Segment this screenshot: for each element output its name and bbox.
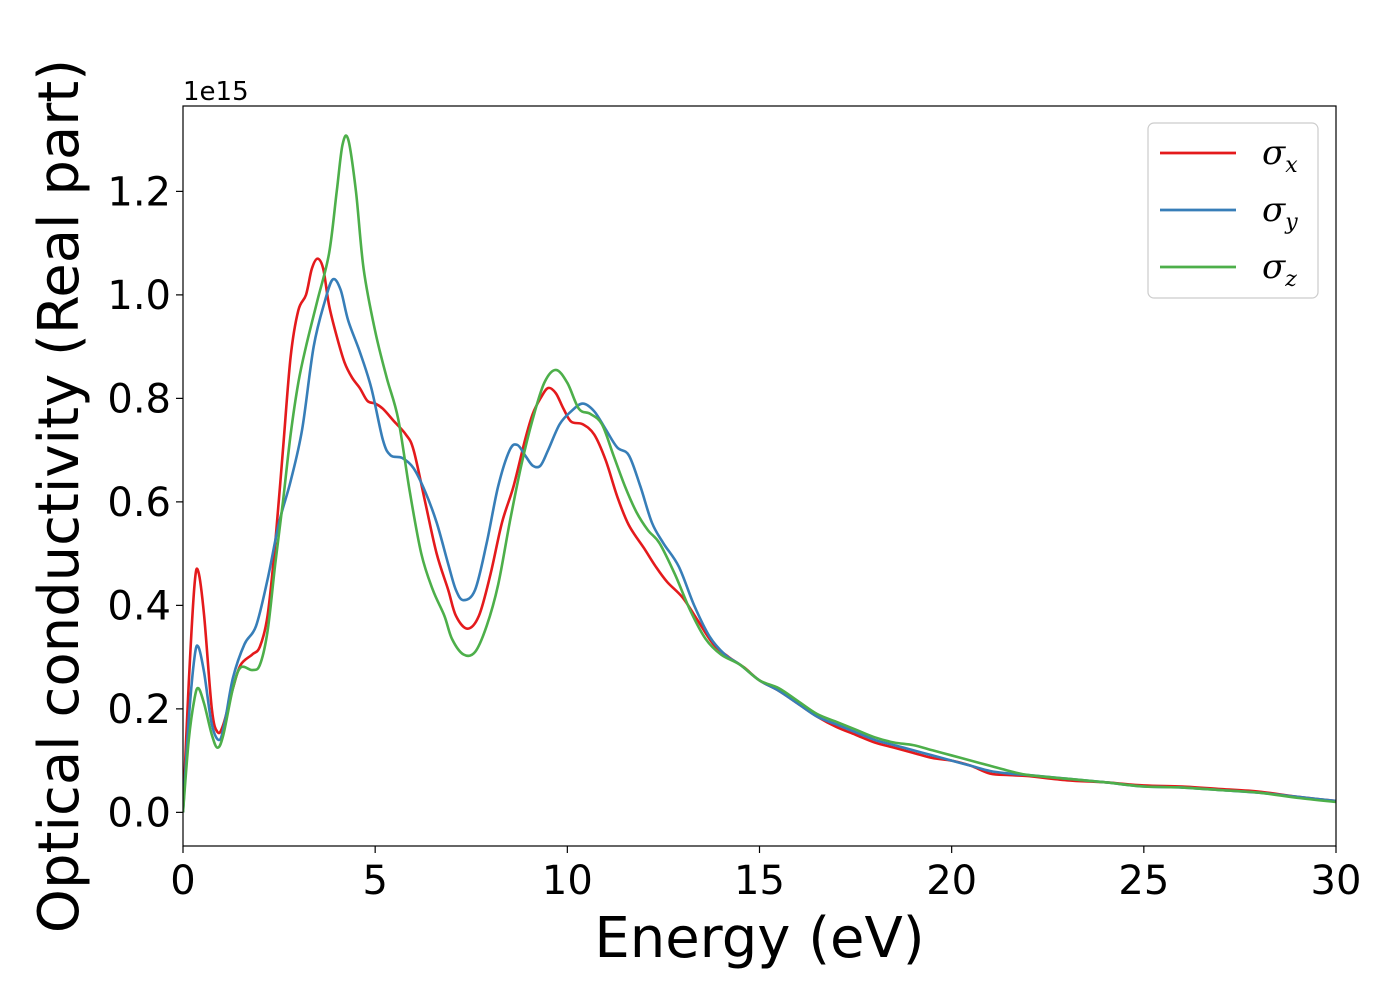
y-tick-label: 0.2 xyxy=(107,687,171,733)
y-tick-label: 0.4 xyxy=(107,583,171,629)
y-tick-label: 0.8 xyxy=(107,376,171,422)
x-tick-label: 15 xyxy=(734,858,785,904)
x-tick-label: 10 xyxy=(542,858,593,904)
y-tick-label: 1.2 xyxy=(107,169,171,215)
legend: σx σy σz xyxy=(1147,122,1319,299)
x-tick-label: 25 xyxy=(1118,858,1169,904)
legend-label-x: σx xyxy=(1262,133,1298,178)
legend-label-y: σy xyxy=(1262,190,1298,235)
x-tick-label: 30 xyxy=(1311,858,1362,904)
y-tick-label: 0.0 xyxy=(107,790,171,836)
y-axis-title: Optical conductivity (Real part) xyxy=(27,59,92,933)
y-tick-label: 1.0 xyxy=(107,273,171,319)
x-axis: 0 5 10 15 20 25 30 xyxy=(170,846,1361,904)
x-axis-title: Energy (eV) xyxy=(594,906,924,971)
series-layer xyxy=(183,134,1336,813)
y-offset-label: 1e15 xyxy=(183,77,249,107)
x-tick-label: 5 xyxy=(362,858,387,904)
legend-label-z: σz xyxy=(1262,247,1297,292)
series-line-y xyxy=(183,277,1336,813)
x-tick-label: 20 xyxy=(926,858,977,904)
series-line-z xyxy=(183,134,1336,813)
y-tick-label: 0.6 xyxy=(107,480,171,526)
x-tick-label: 0 xyxy=(170,858,195,904)
y-axis: 0.0 0.2 0.4 0.6 0.8 1.0 1.2 xyxy=(107,169,183,836)
